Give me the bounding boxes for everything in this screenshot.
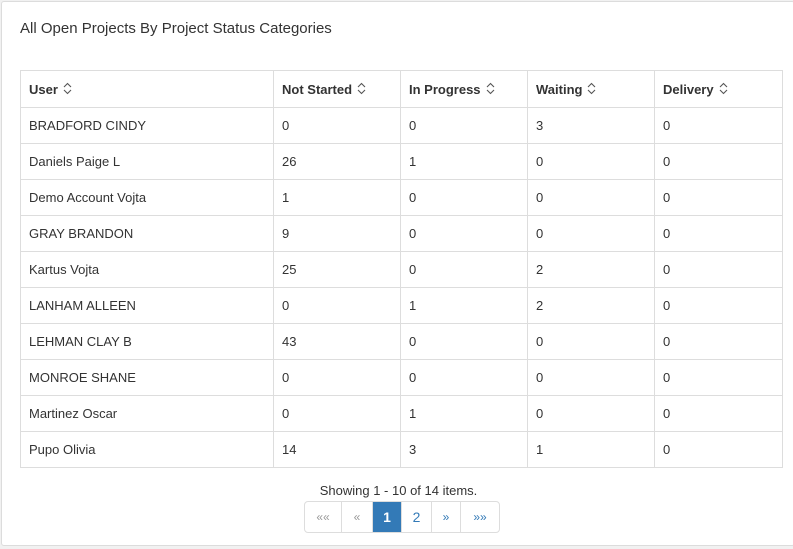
cell-delivery: 0 xyxy=(654,287,783,324)
cell-not-started: 0 xyxy=(273,287,401,324)
cell-not-started: 0 xyxy=(273,395,401,432)
cell-waiting: 0 xyxy=(527,215,655,252)
cell-not-started: 26 xyxy=(273,143,401,180)
last-page-button[interactable]: »» xyxy=(473,510,487,524)
table-header: User Not Started In Progress Waiting Del… xyxy=(20,70,783,108)
cell-waiting: 1 xyxy=(527,431,655,468)
cell-user: GRAY BRANDON xyxy=(20,215,274,252)
column-header-label: Not Started xyxy=(282,81,353,97)
cell-not-started: 1 xyxy=(273,179,401,216)
sort-up-down-icon xyxy=(357,82,366,95)
column-header-in-progress[interactable]: In Progress xyxy=(400,70,528,108)
cell-in-progress: 0 xyxy=(400,323,528,360)
column-header-waiting[interactable]: Waiting xyxy=(527,70,655,108)
page-2-button[interactable]: 2 xyxy=(402,502,432,532)
cell-user: BRADFORD CINDY xyxy=(20,107,274,144)
cell-user: LEHMAN CLAY B xyxy=(20,323,274,360)
table-row: Kartus Vojta 25 0 2 0 xyxy=(20,251,783,288)
cell-waiting: 0 xyxy=(527,143,655,180)
cell-delivery: 0 xyxy=(654,143,783,180)
cell-delivery: 0 xyxy=(654,431,783,468)
cell-delivery: 0 xyxy=(654,323,783,360)
cell-user: Demo Account Vojta xyxy=(20,179,274,216)
table-row: Daniels Paige L 26 1 0 0 xyxy=(20,143,783,180)
column-header-label: In Progress xyxy=(409,81,481,97)
cell-delivery: 0 xyxy=(654,179,783,216)
column-header-label: Waiting xyxy=(536,81,583,97)
cell-delivery: 0 xyxy=(654,107,783,144)
cell-not-started: 0 xyxy=(273,107,401,144)
cell-not-started: 0 xyxy=(273,359,401,396)
pagination: «« « 1 2 » »» xyxy=(304,501,500,533)
table-body: BRADFORD CINDY 0 0 3 0 Daniels Paige L 2… xyxy=(20,107,783,468)
first-page-button[interactable]: «« xyxy=(305,502,342,532)
page-1-button[interactable]: 1 xyxy=(373,502,402,532)
sort-up-down-icon xyxy=(63,82,72,95)
cell-not-started: 9 xyxy=(273,215,401,252)
cell-not-started: 43 xyxy=(273,323,401,360)
pagination-summary: Showing 1 - 10 of 14 items. xyxy=(319,483,478,498)
cell-delivery: 0 xyxy=(654,359,783,396)
prev-page-button[interactable]: « xyxy=(342,502,373,532)
cell-in-progress: 1 xyxy=(400,395,528,432)
cell-in-progress: 1 xyxy=(400,143,528,180)
table-row: BRADFORD CINDY 0 0 3 0 xyxy=(20,107,783,144)
cell-in-progress: 0 xyxy=(400,107,528,144)
table-row: MONROE SHANE 0 0 0 0 xyxy=(20,359,783,396)
cell-user: Martinez Oscar xyxy=(20,395,274,432)
table-row: Pupo Olivia 14 3 1 0 xyxy=(20,431,783,468)
cell-user: LANHAM ALLEEN xyxy=(20,287,274,324)
projects-table: User Not Started In Progress Waiting Del… xyxy=(20,70,783,468)
cell-in-progress: 3 xyxy=(400,431,528,468)
sort-up-down-icon xyxy=(486,82,494,95)
cell-in-progress: 1 xyxy=(400,287,528,324)
cell-not-started: 14 xyxy=(273,431,401,468)
sort-up-down-icon xyxy=(719,82,727,95)
header-row: User Not Started In Progress Waiting Del… xyxy=(20,70,783,108)
column-header-label: Delivery xyxy=(663,81,714,97)
next-page-button[interactable]: » xyxy=(432,502,461,532)
cell-delivery: 0 xyxy=(654,215,783,252)
column-header-user[interactable]: User xyxy=(20,70,274,108)
cell-user: Kartus Vojta xyxy=(20,251,274,288)
cell-user: MONROE SHANE xyxy=(20,359,274,396)
cell-waiting: 2 xyxy=(527,287,655,324)
panel-title: All Open Projects By Project Status Cate… xyxy=(20,20,332,37)
table-row: LEHMAN CLAY B 43 0 0 0 xyxy=(20,323,783,360)
cell-not-started: 25 xyxy=(273,251,401,288)
table-row: Demo Account Vojta 1 0 0 0 xyxy=(20,179,783,216)
cell-user: Pupo Olivia xyxy=(20,431,274,468)
cell-waiting: 0 xyxy=(527,179,655,216)
column-header-label: User xyxy=(29,81,58,97)
column-header-not-started[interactable]: Not Started xyxy=(273,70,401,108)
cell-in-progress: 0 xyxy=(400,359,528,396)
cell-delivery: 0 xyxy=(654,395,783,432)
cell-waiting: 0 xyxy=(527,359,655,396)
table-row: Martinez Oscar 0 1 0 0 xyxy=(20,395,783,432)
cell-delivery: 0 xyxy=(654,251,783,288)
cell-in-progress: 0 xyxy=(400,179,528,216)
table-row: LANHAM ALLEEN 0 1 2 0 xyxy=(20,287,783,324)
cell-waiting: 0 xyxy=(527,323,655,360)
sort-up-down-icon xyxy=(588,82,596,95)
cell-waiting: 3 xyxy=(527,107,655,144)
cell-waiting: 2 xyxy=(527,251,655,288)
column-header-delivery[interactable]: Delivery xyxy=(654,70,783,108)
cell-user: Daniels Paige L xyxy=(20,143,274,180)
table-row: GRAY BRANDON 9 0 0 0 xyxy=(20,215,783,252)
cell-waiting: 0 xyxy=(527,395,655,432)
cell-in-progress: 0 xyxy=(400,251,528,288)
cell-in-progress: 0 xyxy=(400,215,528,252)
